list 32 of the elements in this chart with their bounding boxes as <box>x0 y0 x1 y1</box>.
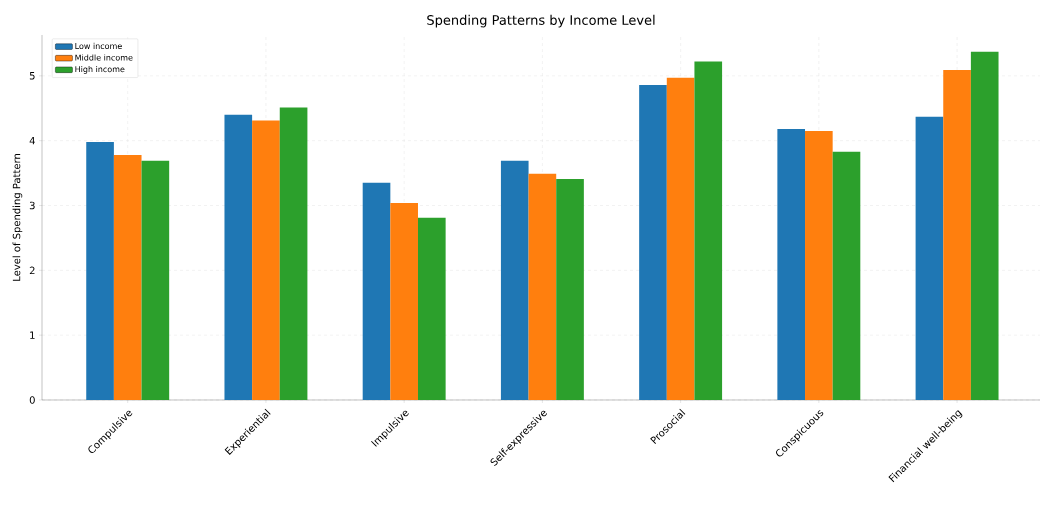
bar <box>252 120 280 400</box>
bar <box>390 202 418 400</box>
legend-label: Low income <box>75 42 122 50</box>
bar <box>943 70 971 400</box>
legend-label: High income <box>75 66 125 74</box>
bar <box>500 160 529 400</box>
bar <box>113 154 142 400</box>
y-tick-label: 1 <box>30 331 35 339</box>
bar <box>556 178 584 400</box>
bar <box>970 51 999 400</box>
y-tick-label: 0 <box>29 396 35 404</box>
bar <box>528 173 557 400</box>
y-tick-label: 4 <box>29 137 35 145</box>
y-axis-title: Level of Spending Pattern <box>12 154 23 281</box>
bar <box>141 160 170 400</box>
legend-label: Middle income <box>75 54 133 61</box>
bar <box>915 116 944 400</box>
bar <box>666 77 695 400</box>
bar <box>832 151 861 400</box>
bar <box>417 217 446 400</box>
y-tick-label: 3 <box>29 201 35 210</box>
y-tick-label: 5 <box>29 72 35 80</box>
bar <box>777 128 806 400</box>
bar <box>805 130 833 400</box>
bar <box>639 84 667 400</box>
bar <box>224 114 253 400</box>
y-tick-label: 2 <box>29 266 35 275</box>
bar <box>279 107 308 400</box>
bar <box>362 182 391 400</box>
bar <box>694 61 723 400</box>
bar <box>86 141 114 400</box>
chart-title: Spending Patterns by Income Level <box>427 14 655 28</box>
